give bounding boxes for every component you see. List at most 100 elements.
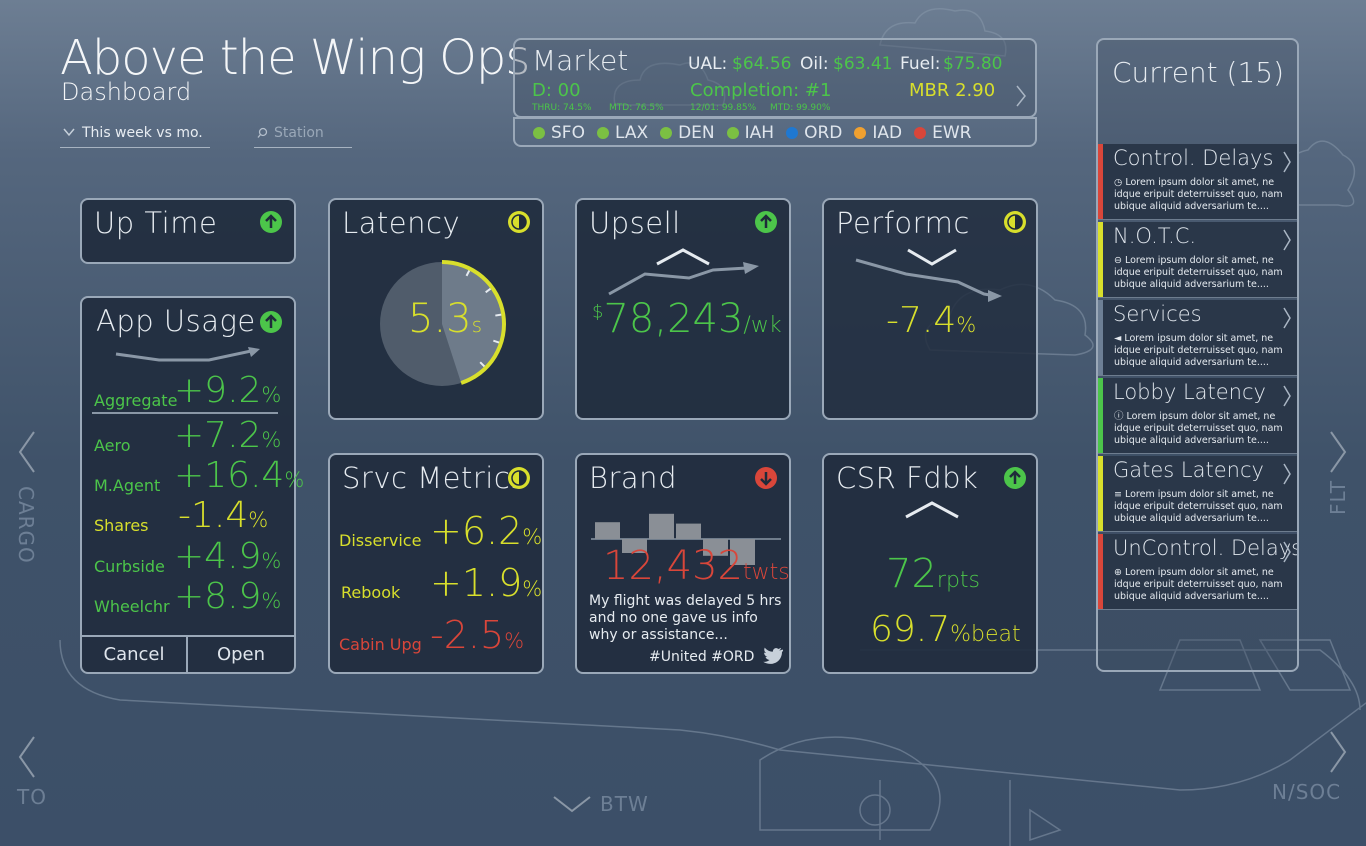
brand-number: 12,432 xyxy=(603,543,743,589)
alert-title: N.O.T.C. xyxy=(1113,224,1197,248)
market-panel[interactable]: Market UAL: $64.56 Oil: $63.41 Fuel: $75… xyxy=(513,38,1037,118)
current-panel[interactable]: Current (15) Control. Delays ◷ Lorem ipsu… xyxy=(1096,38,1299,672)
usage-row-value: -1.4% xyxy=(178,495,269,536)
chevron-right-icon[interactable] xyxy=(1282,540,1292,568)
csr-beat: 69.7%beat xyxy=(870,609,1021,650)
station-iad[interactable]: IAD xyxy=(854,123,902,143)
srvc-row-unit: % xyxy=(522,525,543,549)
plane-fuselage xyxy=(59,639,1366,791)
alert-item[interactable]: Gates Latency ≡ Lorem ipsum dolor sit ame… xyxy=(1098,456,1297,532)
station-sfo[interactable]: SFO xyxy=(533,123,585,143)
nav-flt-label[interactable]: FLT xyxy=(1326,479,1350,515)
station-iah[interactable]: IAH xyxy=(726,123,774,143)
app-usage-card[interactable]: App Usage Aggregate +9.2% Aero +7.2% M.Age… xyxy=(80,296,304,674)
srvc-metrics-card[interactable]: Srvc Metrics Disservice +6.2% Rebook +1.9% C… xyxy=(328,453,544,674)
rss-icon: ≡ xyxy=(1114,489,1125,500)
nav-nsoc-label[interactable]: N/SOC xyxy=(1272,780,1342,804)
station-den[interactable]: DEN xyxy=(660,123,715,143)
cancel-button[interactable]: Cancel xyxy=(82,637,188,674)
period-select-value: This week vs mo. xyxy=(82,125,203,141)
usage-row-unit: % xyxy=(261,428,282,452)
chevron-right-icon[interactable] xyxy=(1282,150,1292,178)
station-ord[interactable]: ORD xyxy=(786,123,842,143)
alert-status-bar xyxy=(1098,534,1103,609)
csr-fdbk-card[interactable]: CSR Fdbk 72rpts 69.7%beat xyxy=(822,453,1038,674)
alert-body-text: Lorem ipsum dolor sit amet, ne idque eri… xyxy=(1114,333,1283,368)
alert-item[interactable]: N.O.T.C. ⊖ Lorem ipsum dolor sit amet, ne… xyxy=(1098,222,1297,298)
station-lax[interactable]: LAX xyxy=(596,123,649,143)
station-ewr[interactable]: EWR xyxy=(914,123,972,143)
srvc-row-unit: % xyxy=(504,629,525,653)
arrow-up-circle-icon xyxy=(755,211,777,233)
uptime-card[interactable]: Up Time xyxy=(80,198,296,264)
nav-btw-label[interactable]: BTW xyxy=(600,792,649,816)
chevron-down-icon xyxy=(62,125,76,143)
aggregate-value: +9.2% xyxy=(174,370,281,411)
alert-item[interactable]: Services ◄ Lorem ipsum dolor sit amet, ne… xyxy=(1098,300,1297,376)
alert-body: ◄ Lorem ipsum dolor sit amet, ne idque e… xyxy=(1114,333,1284,369)
alert-title: Lobby Latency xyxy=(1113,380,1266,404)
srvc-metrics-title: Srvc Metrics xyxy=(342,461,526,495)
period-select[interactable]: This week vs mo. xyxy=(60,123,210,148)
brand-hashtags: #United #ORD xyxy=(649,649,755,665)
latency-card[interactable]: Latency 5.3s xyxy=(328,198,544,420)
usage-row-value: +7.2% xyxy=(174,415,282,456)
nav-right-lower-chevron[interactable] xyxy=(1327,730,1349,778)
twitter-bird-icon[interactable] xyxy=(761,647,785,669)
csr-beat-number: 69.7 xyxy=(870,609,951,650)
alert-body: ⊕ Lorem ipsum dolor sit amet, ne idque e… xyxy=(1114,567,1284,603)
station-status-bar: SFO LAX DEN IAH ORD IAD EWR xyxy=(513,117,1037,147)
globe-icon: ⊕ xyxy=(1114,567,1125,578)
gauge-tick xyxy=(493,339,500,344)
brand-bar xyxy=(676,523,701,539)
brand-bar xyxy=(649,513,674,539)
performc-card[interactable]: Performc -7.4% xyxy=(822,198,1038,420)
station-code: LAX xyxy=(614,123,649,143)
nav-left-upper-chevron[interactable] xyxy=(16,430,38,478)
upsell-card[interactable]: Upsell $78,243/wk xyxy=(575,198,791,420)
alert-body: ◷ Lorem ipsum dolor sit amet, ne idque e… xyxy=(1114,177,1284,213)
station-search[interactable]: Station xyxy=(254,123,352,148)
csr-rpts-number: 72 xyxy=(886,551,937,597)
open-button[interactable]: Open xyxy=(188,637,294,674)
chevron-right-icon[interactable] xyxy=(1282,306,1292,334)
brand-tweet-text: My flight was delayed 5 hrs and no one g… xyxy=(589,593,782,643)
nav-cargo-label[interactable]: CARGO xyxy=(14,486,38,564)
station-code: ORD xyxy=(804,123,843,143)
clock-icon: ◷ xyxy=(1114,177,1126,188)
usage-row-value: +4.9% xyxy=(174,536,282,577)
cloud-top xyxy=(879,8,1007,57)
alert-status-bar xyxy=(1098,300,1103,375)
mtd-stat-2: MTD: 99.90% xyxy=(770,103,831,113)
plane-gear xyxy=(859,780,891,840)
alert-title: Services xyxy=(1113,302,1202,326)
latency-title: Latency xyxy=(342,206,461,240)
chevron-right-icon[interactable] xyxy=(1282,462,1292,490)
performc-unit: % xyxy=(956,313,977,337)
chevron-right-icon[interactable] xyxy=(1282,228,1292,256)
performc-trend xyxy=(855,248,1002,302)
srvc-row-value: -2.5% xyxy=(430,613,525,657)
nav-to-label[interactable]: TO xyxy=(17,785,47,809)
upsell-trend xyxy=(608,248,759,296)
half-circle-icon xyxy=(1004,211,1026,233)
chevron-right-icon[interactable] xyxy=(1015,84,1027,112)
srvc-row-label: Rebook xyxy=(341,583,401,602)
arrow-down-circle-icon xyxy=(755,467,777,489)
alert-title: Control. Delays xyxy=(1113,146,1274,170)
current-title: Current (15) xyxy=(1112,56,1285,89)
nav-left-lower-chevron[interactable] xyxy=(16,735,38,783)
gauge-tick xyxy=(479,361,486,368)
minus-circle-icon: ⊖ xyxy=(1114,255,1125,266)
nav-bottom-chevron[interactable] xyxy=(552,795,592,817)
alert-title: UnControl. Delays xyxy=(1113,536,1299,560)
nav-right-upper-chevron[interactable] xyxy=(1327,430,1349,478)
chevron-right-icon[interactable] xyxy=(1282,384,1292,412)
open-label: Open xyxy=(216,644,266,665)
station-code: SFO xyxy=(551,123,585,143)
station-placeholder: Station xyxy=(274,125,324,141)
alert-item[interactable]: Lobby Latency ⓘ Lorem ipsum dolor sit ame… xyxy=(1098,378,1297,454)
alert-item[interactable]: Control. Delays ◷ Lorem ipsum dolor sit a… xyxy=(1098,144,1297,220)
alert-item[interactable]: UnControl. Delays ⊕ Lorem ipsum dolor sit… xyxy=(1098,534,1299,610)
brand-card[interactable]: Brand 12,432twts My flight was delayed 5… xyxy=(575,453,791,674)
